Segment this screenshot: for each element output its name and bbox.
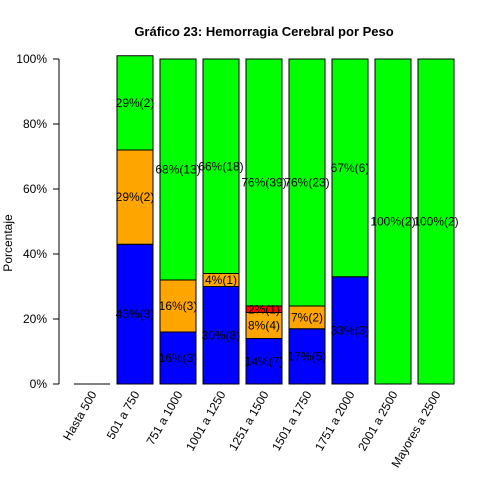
y-tick-label: 100% xyxy=(16,52,47,66)
category-label: 501 a 750 xyxy=(104,388,143,442)
data-label: 8%(4) xyxy=(248,319,280,333)
y-tick-label: 20% xyxy=(23,312,47,326)
category-label: 751 a 1000 xyxy=(143,388,185,447)
bar-segment xyxy=(159,58,197,281)
data-label: 29%(2) xyxy=(116,190,155,204)
data-label: 100%(2) xyxy=(413,215,458,229)
data-label: 66%(18) xyxy=(198,159,243,173)
bar-segment xyxy=(116,243,154,385)
bar-segment xyxy=(331,276,369,385)
data-label: 2%(1) xyxy=(248,302,280,316)
category-label: 1251 a 1500 xyxy=(226,388,272,453)
data-label: 14%(7) xyxy=(245,354,284,368)
segment-labels: 43%(3) 29%(2) 29%(2) 16%(3) 16%(3) 68%(13) 30%… xyxy=(116,96,459,368)
data-label: 76%(39) xyxy=(241,176,286,190)
data-label: 16%(3) xyxy=(159,299,198,313)
bar-segment xyxy=(159,279,197,333)
bar-segment xyxy=(202,58,240,274)
data-label: 30%(8) xyxy=(202,328,241,342)
y-tick-label: 60% xyxy=(23,182,47,196)
bar-segment xyxy=(288,58,326,307)
category-label: 1751 a 2000 xyxy=(312,388,358,453)
category-label: Hasta 500 xyxy=(60,388,100,443)
data-label: 4%(1) xyxy=(205,273,237,287)
chart-title: Gráfico 23: Hemorragia Cerebral por Peso xyxy=(134,24,393,39)
y-axis-title: Porcentaje xyxy=(1,214,15,272)
bars xyxy=(74,55,455,385)
data-label: 7%(2) xyxy=(291,310,323,324)
data-label: 43%(3) xyxy=(116,307,155,321)
category-label: 2001 a 2500 xyxy=(355,388,401,453)
bar-segment xyxy=(245,58,283,307)
bar-segment xyxy=(116,149,154,245)
bar-segment xyxy=(374,58,412,385)
bar-segment xyxy=(116,55,154,151)
data-label: 68%(13) xyxy=(155,163,200,177)
category-label: 1501 a 1750 xyxy=(269,388,315,453)
data-label: 17%(5) xyxy=(288,349,327,363)
data-label: 67%(6) xyxy=(331,161,370,175)
data-label: 33%(3) xyxy=(331,323,370,337)
y-tick-label: 40% xyxy=(23,247,47,261)
y-tick-label: 0% xyxy=(30,377,48,391)
bar-segment xyxy=(245,312,283,339)
data-label: 16%(3) xyxy=(159,351,198,365)
data-label: 29%(2) xyxy=(116,96,155,110)
data-label: 76%(23) xyxy=(284,176,329,190)
y-axis: 0% 20% 40% 60% 80% 100% xyxy=(16,52,60,391)
y-tick-label: 80% xyxy=(23,117,47,131)
bar-segment xyxy=(417,58,455,385)
category-label: 1001 a 1250 xyxy=(183,388,229,453)
bar-segment xyxy=(331,58,369,278)
data-label: 100%(2) xyxy=(370,215,415,229)
